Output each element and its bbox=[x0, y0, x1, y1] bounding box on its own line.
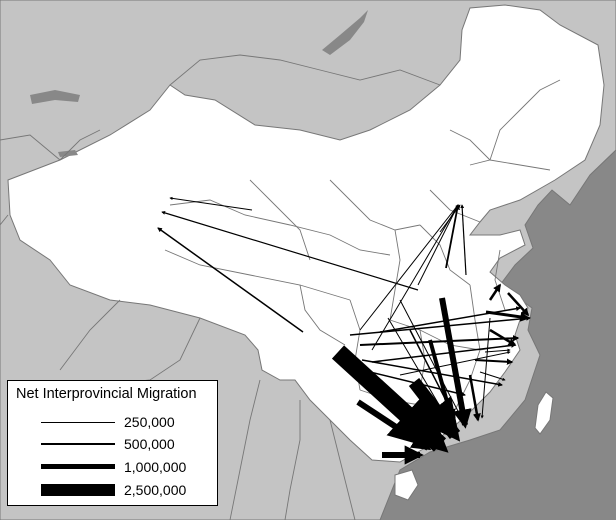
hainan-island bbox=[394, 469, 419, 501]
legend-label: 500,000 bbox=[124, 436, 175, 452]
migration-flow-arrow bbox=[349, 315, 531, 336]
legend-row: 1,000,000 bbox=[41, 457, 211, 479]
migration-flow-arrow bbox=[468, 374, 481, 422]
legend-row: 250,000 bbox=[41, 412, 211, 434]
legend-label: 1,000,000 bbox=[124, 459, 187, 475]
migration-flow-arrow bbox=[399, 299, 461, 416]
migration-flow-arrow bbox=[157, 227, 304, 333]
legend-label: 250,000 bbox=[124, 414, 175, 430]
migration-flow-arrow bbox=[359, 204, 459, 331]
migration-flow-arrow bbox=[371, 204, 459, 351]
legend-row: 500,000 bbox=[41, 434, 211, 456]
migration-flow-arrow bbox=[489, 328, 517, 347]
migration-flow-arrow bbox=[460, 204, 467, 276]
migration-flow-arrow bbox=[356, 399, 432, 451]
migration-flow-arrow bbox=[371, 343, 516, 363]
legend-label: 2,500,000 bbox=[124, 482, 187, 498]
lake-issyk-kul bbox=[58, 150, 78, 157]
migration-flows bbox=[157, 196, 531, 465]
migration-flow-arrow bbox=[161, 211, 419, 291]
migration-flow-arrow bbox=[445, 203, 460, 269]
legend: Net Interprovincial Migration 250,000 50… bbox=[7, 380, 218, 506]
migration-flow-arrow bbox=[480, 317, 491, 419]
lake-baikal bbox=[322, 10, 368, 55]
lake-balkhash bbox=[30, 90, 80, 104]
migration-flow-arrow bbox=[379, 306, 521, 333]
legend-title: Net Interprovincial Migration bbox=[16, 386, 197, 402]
migration-flow-arrow bbox=[507, 292, 530, 317]
legend-line-sample bbox=[41, 422, 115, 423]
china-landmass bbox=[7, 4, 605, 463]
taiwan-island bbox=[534, 391, 554, 435]
migration-flow-arrow bbox=[169, 196, 253, 211]
migration-flow-arrow bbox=[488, 283, 502, 301]
migration-flow-arrow bbox=[484, 348, 511, 353]
migration-flow-arrow bbox=[417, 204, 459, 286]
migration-flow-arrow bbox=[408, 378, 461, 442]
migration-flow-arrow bbox=[439, 297, 472, 429]
migration-flow-arrow bbox=[474, 358, 514, 365]
legend-line-sample bbox=[41, 484, 115, 496]
legend-line-sample bbox=[41, 464, 115, 469]
migration-flow-arrow bbox=[479, 371, 506, 381]
migration-flow-arrow bbox=[359, 335, 520, 346]
legend-row: 2,500,000 bbox=[41, 480, 211, 502]
migration-flow-arrow bbox=[485, 310, 530, 322]
legend-line-sample bbox=[41, 443, 115, 445]
